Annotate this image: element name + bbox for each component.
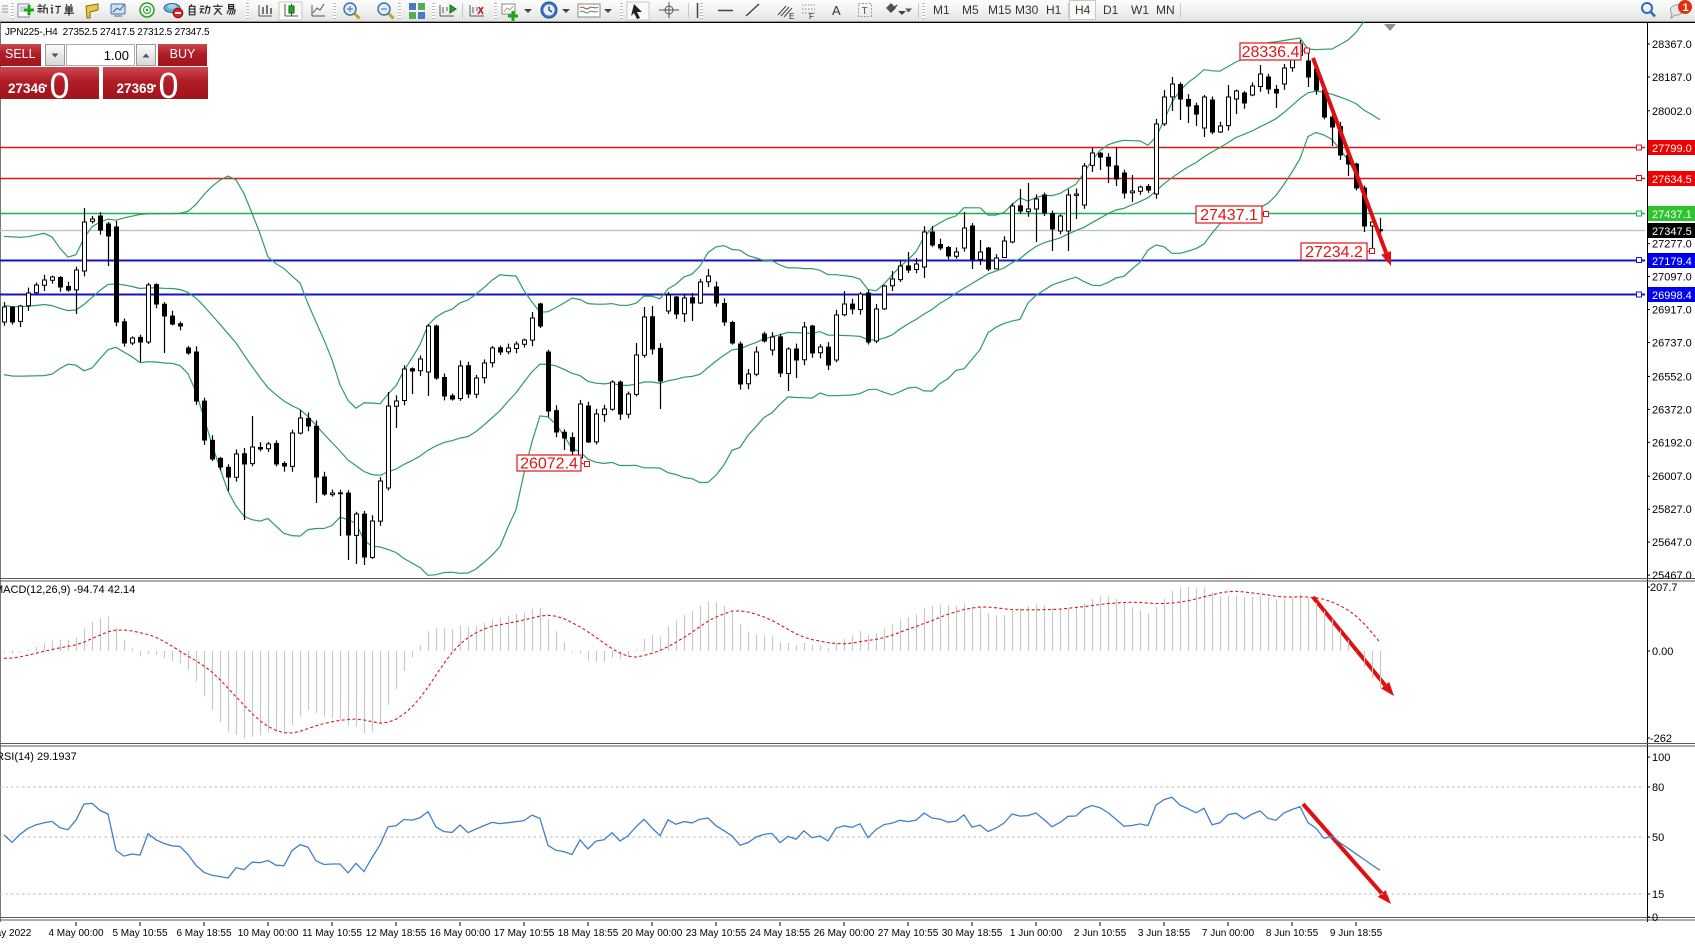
svg-text:26998.4: 26998.4 <box>1652 290 1692 302</box>
svg-text:3 May 2022: 3 May 2022 <box>0 928 32 939</box>
svg-text:26072.4: 26072.4 <box>520 456 578 473</box>
svg-text:20 May 00:00: 20 May 00:00 <box>622 928 683 939</box>
svg-text:100: 100 <box>1652 752 1670 764</box>
svg-text:26192.0: 26192.0 <box>1652 437 1692 449</box>
svg-text:T: T <box>862 6 868 17</box>
svg-text:A: A <box>832 3 841 18</box>
svg-text:26007.0: 26007.0 <box>1652 471 1692 483</box>
svg-text:17 May 10:55: 17 May 10:55 <box>494 928 555 939</box>
svg-text:25647.0: 25647.0 <box>1652 537 1692 549</box>
svg-text:MACD(12,26,9) -94.74 42.14: MACD(12,26,9) -94.74 42.14 <box>0 584 135 596</box>
svg-text:F: F <box>809 12 814 21</box>
svg-text:E: E <box>789 12 794 21</box>
svg-text:2 Jun 10:55: 2 Jun 10:55 <box>1074 928 1127 939</box>
svg-text:27 May 10:55: 27 May 10:55 <box>878 928 939 939</box>
svg-text:6 May 18:55: 6 May 18:55 <box>176 928 231 939</box>
svg-text:1: 1 <box>1683 2 1689 14</box>
svg-text:18 May 18:55: 18 May 18:55 <box>558 928 619 939</box>
svg-text:26552.0: 26552.0 <box>1652 371 1692 383</box>
svg-text:1 Jun 00:00: 1 Jun 00:00 <box>1010 928 1063 939</box>
svg-text:15: 15 <box>1652 889 1664 901</box>
svg-text:27347.5: 27347.5 <box>1652 226 1692 238</box>
svg-text:JPN225-,H4 27352.5 27417.5 27: JPN225-,H4 27352.5 27417.5 27312.5 27347… <box>5 27 210 38</box>
svg-text:28187.0: 28187.0 <box>1652 72 1692 84</box>
svg-text:8 Jun 10:55: 8 Jun 10:55 <box>1266 928 1319 939</box>
svg-text:0: 0 <box>1652 912 1658 924</box>
svg-text:26372.0: 26372.0 <box>1652 404 1692 416</box>
svg-text:23 May 10:55: 23 May 10:55 <box>686 928 747 939</box>
svg-text:26737.0: 26737.0 <box>1652 338 1692 350</box>
svg-text:24 May 18:55: 24 May 18:55 <box>750 928 811 939</box>
svg-text:26917.0: 26917.0 <box>1652 305 1692 317</box>
svg-text:27437.1: 27437.1 <box>1652 209 1692 221</box>
svg-text:0.00: 0.00 <box>1652 646 1673 658</box>
svg-text:28002.0: 28002.0 <box>1652 106 1692 118</box>
svg-text:50: 50 <box>1652 832 1664 844</box>
svg-text:30 May 18:55: 30 May 18:55 <box>942 928 1003 939</box>
svg-text:25827.0: 25827.0 <box>1652 504 1692 516</box>
svg-text:27179.4: 27179.4 <box>1652 256 1692 268</box>
svg-text:80: 80 <box>1652 782 1664 794</box>
svg-text:7 Jun 00:00: 7 Jun 00:00 <box>1202 928 1255 939</box>
svg-text:12 May 18:55: 12 May 18:55 <box>366 928 427 939</box>
svg-text:28336.4: 28336.4 <box>1242 44 1300 61</box>
svg-text:3 Jun 18:55: 3 Jun 18:55 <box>1138 928 1191 939</box>
svg-text:9 Jun 18:55: 9 Jun 18:55 <box>1330 928 1383 939</box>
svg-text:5 May 10:55: 5 May 10:55 <box>112 928 167 939</box>
svg-text:10 May 00:00: 10 May 00:00 <box>238 928 299 939</box>
svg-text:25467.0: 25467.0 <box>1652 570 1692 582</box>
svg-text:26 May 00:00: 26 May 00:00 <box>814 928 875 939</box>
svg-text:207.7: 207.7 <box>1650 582 1678 594</box>
svg-text:28367.0: 28367.0 <box>1652 39 1692 51</box>
svg-text:11 May 10:55: 11 May 10:55 <box>302 928 362 939</box>
svg-text:27799.0: 27799.0 <box>1652 143 1692 155</box>
svg-text:RSI(14) 29.1937: RSI(14) 29.1937 <box>0 751 77 763</box>
svg-text:16 May 00:00: 16 May 00:00 <box>430 928 491 939</box>
svg-text:4 May 00:00: 4 May 00:00 <box>48 928 103 939</box>
svg-text:-262: -262 <box>1650 733 1672 745</box>
svg-text:27234.2: 27234.2 <box>1305 244 1363 261</box>
svg-text:27634.5: 27634.5 <box>1652 174 1692 186</box>
svg-text:27097.0: 27097.0 <box>1652 272 1692 284</box>
svg-text:27277.0: 27277.0 <box>1652 239 1692 251</box>
svg-text:27437.1: 27437.1 <box>1200 207 1258 224</box>
